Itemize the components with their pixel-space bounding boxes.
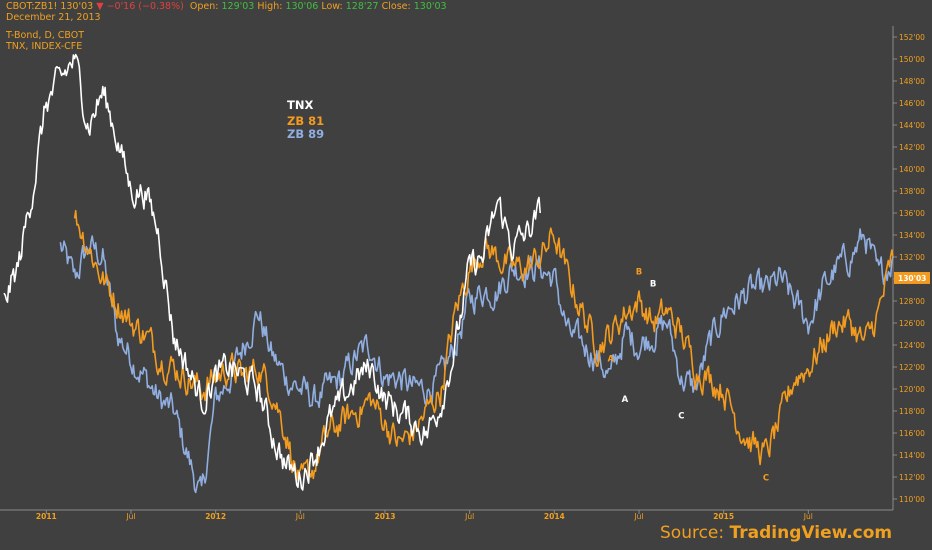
last-price-tag bbox=[894, 271, 930, 284]
y-tick-label: 132'00 bbox=[899, 253, 925, 262]
down-arrow-icon: ▼ bbox=[96, 1, 104, 12]
x-tick-label: Jul bbox=[633, 512, 643, 521]
y-tick-label: 142'00 bbox=[899, 143, 925, 152]
close-label: Close: bbox=[381, 1, 411, 12]
y-tick-label: 134'00 bbox=[899, 231, 925, 240]
y-tick-label: 140'00 bbox=[899, 165, 925, 174]
price-label: 130'03 bbox=[60, 1, 94, 12]
x-tick-label: 2013 bbox=[375, 512, 396, 521]
x-tick-label: 2015 bbox=[713, 512, 734, 521]
open-value: 129'03 bbox=[221, 1, 255, 12]
legend-tnx: TNX bbox=[287, 98, 314, 112]
open-label: Open: bbox=[189, 1, 219, 12]
y-tick-label: 126'00 bbox=[899, 319, 925, 328]
close-value: 130'03 bbox=[413, 1, 447, 12]
source-prefix: Source: bbox=[660, 523, 730, 543]
y-tick-label: 122'00 bbox=[899, 363, 925, 372]
series-line-tnx bbox=[3, 53, 541, 491]
date-label: December 21, 2013 bbox=[6, 12, 101, 23]
y-tick-label: 128'00 bbox=[899, 297, 925, 306]
y-tick-label: 112'00 bbox=[899, 473, 925, 482]
series2-title[interactable]: TNX, INDEX-CFE bbox=[6, 41, 83, 52]
x-tick-label: Jul bbox=[295, 512, 305, 521]
x-tick-label: Jul bbox=[125, 512, 135, 521]
y-tick-label: 146'00 bbox=[899, 99, 925, 108]
wave-annotation: C bbox=[678, 412, 684, 422]
source-brand: TradingView.com bbox=[729, 523, 893, 543]
wave-annotation: B bbox=[636, 268, 642, 278]
last-price-label: 130'03 bbox=[898, 274, 926, 283]
y-tick-label: 110'00 bbox=[899, 495, 925, 504]
y-tick-label: 152'00 bbox=[899, 33, 925, 42]
symbol-label[interactable]: CBOT:ZB1! bbox=[6, 1, 58, 12]
y-tick-label: 136'00 bbox=[899, 209, 925, 218]
y-tick-label: 138'00 bbox=[899, 187, 925, 196]
ohlc-header: CBOT:ZB1! 130'03 ▼ −0'16 (−0.38%) Open: … bbox=[6, 1, 447, 12]
low-value: 128'27 bbox=[345, 1, 379, 12]
legend-zb89: ZB 89 bbox=[287, 127, 325, 141]
wave-annotation: A bbox=[607, 355, 614, 365]
y-tick-label: 114'00 bbox=[899, 451, 925, 460]
y-tick-label: 124'00 bbox=[899, 341, 925, 350]
y-tick-label: 120'00 bbox=[899, 385, 925, 394]
wave-annotation: C bbox=[763, 473, 769, 483]
high-label: High: bbox=[257, 1, 283, 12]
x-tick-label: Jul bbox=[803, 512, 813, 521]
x-tick-label: 2014 bbox=[544, 512, 565, 521]
series-line-zb-89 bbox=[59, 228, 894, 494]
y-tick-label: 148'00 bbox=[899, 77, 925, 86]
wave-annotation: B bbox=[650, 280, 656, 290]
y-tick-label: 118'00 bbox=[899, 407, 925, 416]
high-value: 130'06 bbox=[285, 1, 319, 12]
x-tick-label: 2011 bbox=[36, 512, 57, 521]
y-tick-label: 144'00 bbox=[899, 121, 925, 130]
legend-zb81: ZB 81 bbox=[287, 114, 325, 128]
x-tick-label: 2012 bbox=[205, 512, 226, 521]
x-tick-label: Jul bbox=[464, 512, 474, 521]
source-watermark: Source: TradingView.com bbox=[660, 523, 892, 543]
series1-title[interactable]: T-Bond, D, CBOT bbox=[6, 30, 85, 41]
y-tick-label: 150'00 bbox=[899, 55, 925, 64]
wave-annotation: A bbox=[622, 395, 629, 405]
y-tick-label: 116'00 bbox=[899, 429, 925, 438]
low-label: Low: bbox=[321, 1, 343, 12]
change-label: −0'16 (−0.38%) bbox=[106, 1, 184, 12]
